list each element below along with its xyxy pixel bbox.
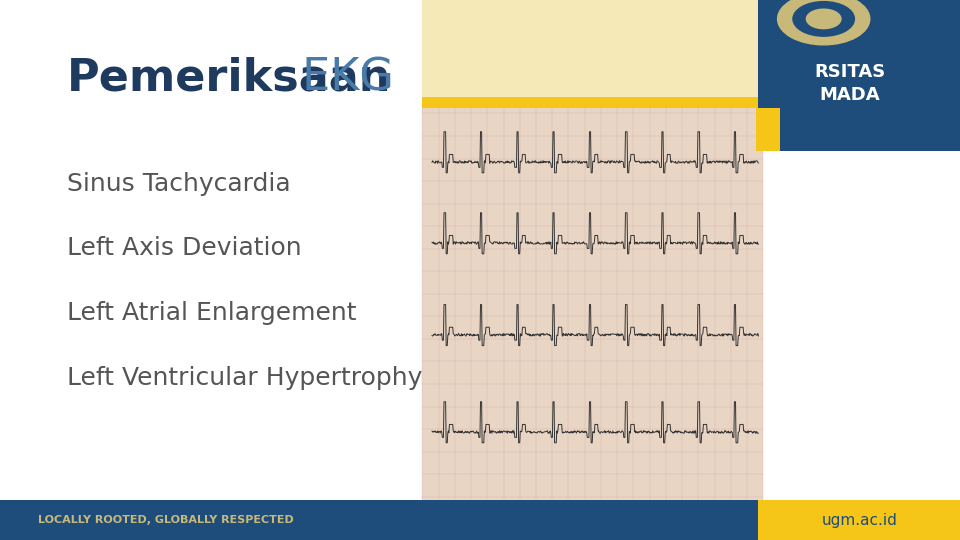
Text: Left Atrial Enlargement: Left Atrial Enlargement [67, 301, 357, 325]
Bar [0, 500, 758, 540]
Circle shape [793, 2, 854, 36]
Text: ugm.ac.id: ugm.ac.id [821, 512, 898, 528]
Bar [422, 97, 763, 111]
Circle shape [778, 0, 870, 45]
Text: RSITAS
MADA: RSITAS MADA [814, 63, 885, 105]
Text: Pemeriksaan: Pemeriksaan [67, 57, 392, 100]
Text: Sinus Tachycardia: Sinus Tachycardia [67, 172, 291, 195]
Bar [422, 108, 763, 500]
Text: EKG: EKG [288, 57, 394, 100]
Text: LOCALLY ROOTED, GLOBALLY RESPECTED: LOCALLY ROOTED, GLOBALLY RESPECTED [38, 515, 294, 525]
Bar [758, 0, 960, 151]
Bar [758, 500, 960, 540]
Bar [756, 108, 780, 151]
Circle shape [806, 9, 841, 29]
Text: Left Axis Deviation: Left Axis Deviation [67, 237, 301, 260]
Text: Left Ventricular Hypertrophy: Left Ventricular Hypertrophy [67, 366, 422, 390]
Bar [422, 0, 960, 97]
